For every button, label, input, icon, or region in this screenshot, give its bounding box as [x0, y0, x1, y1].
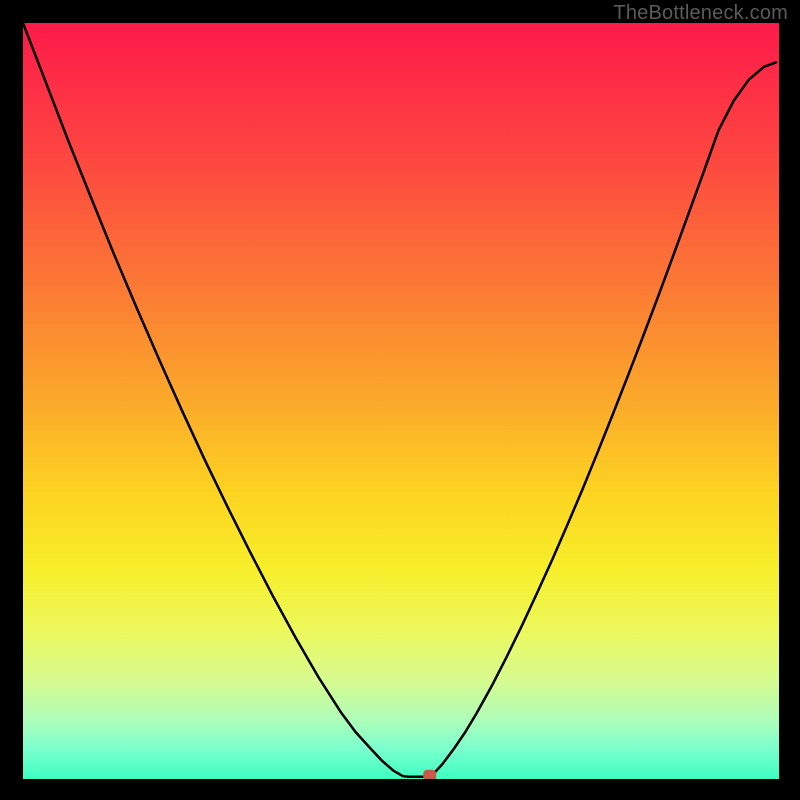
chart-svg	[23, 23, 779, 779]
gradient-background	[23, 23, 779, 779]
optimum-marker	[423, 770, 436, 779]
watermark-text: TheBottleneck.com	[613, 2, 788, 25]
chart-plot-area	[23, 23, 779, 779]
